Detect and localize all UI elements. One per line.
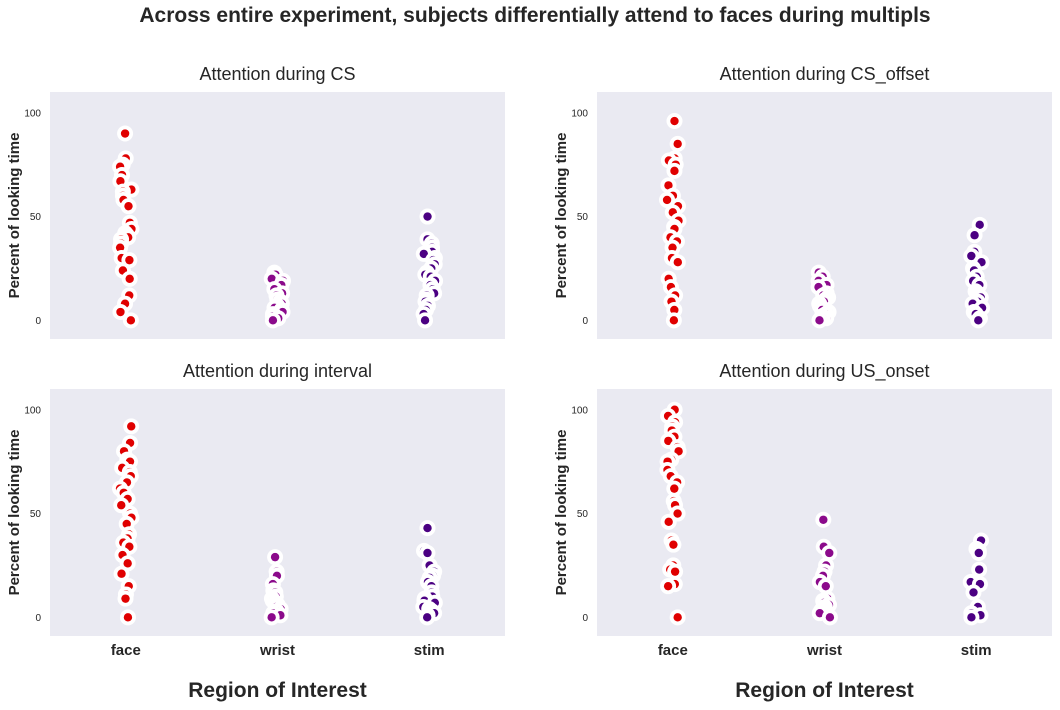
point-wrist — [815, 316, 824, 325]
y-tick-label: 50 — [30, 212, 42, 223]
y-tick-label: 0 — [35, 316, 41, 327]
point-face — [663, 581, 673, 591]
y-tick-label: 100 — [571, 108, 588, 119]
point-stim — [423, 548, 432, 558]
point-wrist — [268, 316, 278, 325]
y-tick-label: 50 — [30, 509, 42, 520]
y-tick-label: 50 — [577, 212, 589, 223]
y-axis-label: Percent of looking time — [553, 430, 570, 596]
x-tick-label-stim: stim — [961, 642, 992, 659]
point-face — [670, 305, 679, 315]
point-stim — [419, 249, 429, 259]
figure-suptitle: Across entire experiment, subjects diffe… — [139, 4, 931, 27]
point-face — [123, 613, 133, 622]
subplot-us-onset: Attention during US_onset Percent of look… — [553, 361, 1052, 659]
subplot-title: Attention during CS — [199, 64, 355, 84]
point-stim — [422, 613, 432, 622]
point-face — [116, 177, 125, 186]
point-face — [124, 201, 133, 211]
x-tick-label-face: face — [111, 642, 141, 659]
y-tick-label: 0 — [35, 613, 41, 624]
x-axis-label-right: Region of Interest — [735, 679, 914, 702]
point-wrist — [270, 552, 280, 562]
point-face — [115, 243, 125, 252]
point-stim — [967, 251, 976, 261]
y-tick-label: 100 — [571, 405, 588, 416]
y-tick-label: 50 — [577, 509, 589, 520]
point-face — [116, 307, 125, 317]
y-axis-label: Percent of looking time — [6, 133, 23, 299]
subplot-cs-offset: Attention during CS_offset Percent of loo… — [553, 64, 1052, 339]
point-stim — [974, 548, 983, 558]
point-stim — [970, 231, 979, 240]
point-face — [123, 559, 132, 568]
point-face — [673, 258, 683, 267]
point-face — [670, 166, 679, 176]
subplot-cs: Attention during CS Percent of looking ti… — [6, 64, 505, 339]
y-axis-label: Percent of looking time — [6, 430, 23, 596]
point-stim — [974, 316, 983, 325]
point-face — [121, 594, 130, 603]
point-wrist — [267, 613, 276, 622]
x-tick-label-face: face — [658, 642, 688, 659]
point-face — [117, 569, 126, 578]
point-stim — [975, 565, 984, 574]
subplot-title: Attention during interval — [183, 361, 372, 381]
point-face — [664, 517, 673, 527]
point-face — [673, 139, 682, 149]
point-wrist — [821, 581, 830, 591]
point-face — [669, 316, 679, 325]
point-face — [673, 613, 682, 622]
x-tick-label-wrist: wrist — [806, 642, 842, 659]
point-face — [125, 274, 134, 284]
y-tick-label: 0 — [582, 613, 588, 624]
y-axis-label: Percent of looking time — [553, 133, 570, 299]
point-face — [670, 116, 679, 126]
point-face — [664, 181, 673, 190]
subplot-title: Attention during CS_offset — [720, 64, 930, 85]
point-face — [670, 484, 679, 493]
point-face — [662, 195, 672, 205]
point-face — [669, 540, 678, 549]
subplot-interval: Attention during interval Percent of look… — [6, 361, 505, 659]
point-face — [122, 519, 131, 529]
point-face — [126, 316, 136, 325]
point-stim — [420, 316, 430, 325]
point-stim — [975, 220, 984, 230]
x-tick-label-wrist: wrist — [259, 642, 295, 659]
point-stim — [423, 523, 432, 533]
point-face — [670, 567, 680, 576]
point-wrist — [815, 608, 824, 618]
point-face — [673, 509, 682, 518]
y-tick-label: 0 — [582, 316, 588, 327]
y-tick-label: 100 — [24, 405, 41, 416]
point-wrist — [267, 274, 276, 284]
point-face — [668, 243, 677, 252]
point-wrist — [819, 515, 828, 524]
point-face — [664, 436, 673, 446]
point-face — [127, 422, 136, 431]
subplot-title: Attention during US_onset — [719, 361, 929, 382]
x-tick-label-stim: stim — [414, 642, 445, 659]
point-wrist — [825, 613, 835, 622]
point-face — [674, 447, 683, 456]
point-stim — [967, 613, 976, 622]
point-face — [120, 129, 130, 138]
x-axis-label-left: Region of Interest — [188, 679, 367, 702]
point-wrist — [825, 548, 834, 558]
point-stim — [423, 212, 432, 221]
y-tick-label: 100 — [24, 108, 41, 119]
point-stim — [969, 588, 978, 597]
point-face — [125, 255, 134, 265]
point-face — [117, 501, 126, 510]
